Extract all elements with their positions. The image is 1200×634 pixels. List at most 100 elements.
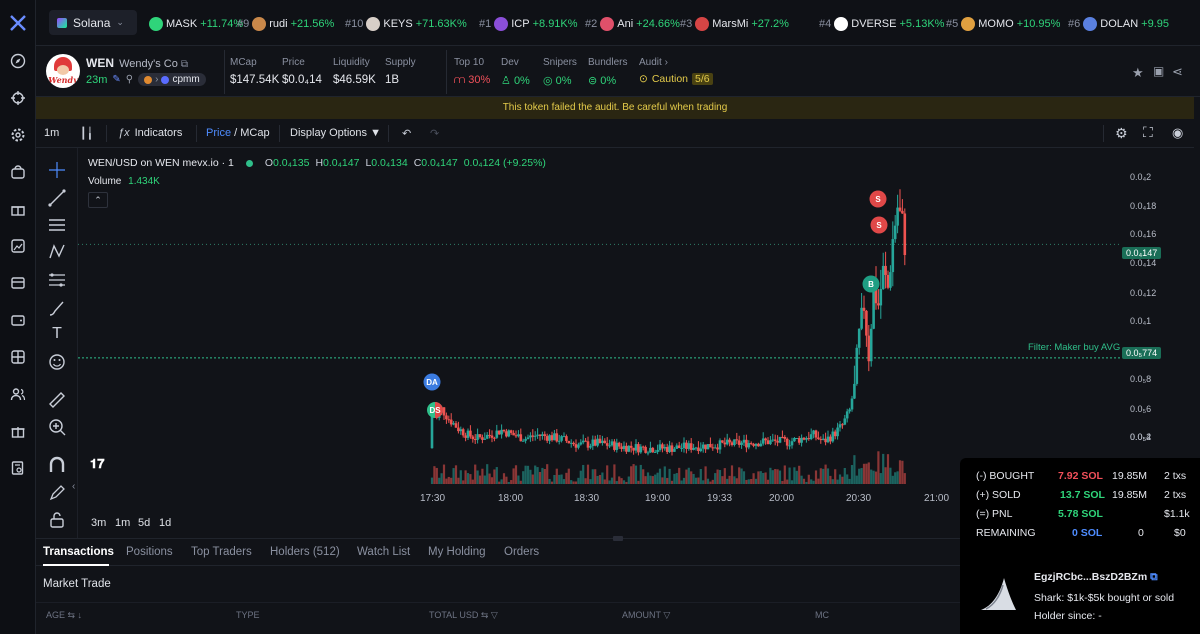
volume-bar — [891, 475, 894, 484]
pencil-lock-icon[interactable] — [47, 483, 67, 503]
volume-bar — [894, 472, 897, 484]
candle-body — [805, 438, 808, 440]
pin-icon[interactable]: ✎ — [112, 74, 121, 85]
volume-bar — [512, 468, 515, 484]
gift-icon[interactable] — [9, 200, 27, 218]
magnet-icon[interactable] — [47, 455, 67, 475]
candle-body — [627, 445, 631, 452]
tab-positions[interactable]: Positions — [126, 546, 173, 558]
gift-box-icon[interactable] — [9, 422, 27, 440]
chain-selector[interactable]: Solana ⌄ — [49, 10, 137, 35]
range-1d[interactable]: 1d — [159, 517, 172, 529]
volume-bar — [781, 480, 784, 484]
settings-icon[interactable]: ⚙ — [1115, 125, 1128, 141]
tab-holders-512[interactable]: Holders (512) — [270, 546, 340, 558]
tradingview-logo[interactable]: 𝟏𝟕 — [90, 456, 105, 471]
column-header[interactable]: MC — [815, 610, 829, 620]
range-5d[interactable]: 5d — [138, 517, 151, 529]
zoom-in-icon[interactable] — [47, 417, 67, 437]
candle-body — [836, 427, 839, 437]
x-logo-icon[interactable] — [9, 14, 27, 32]
column-header[interactable]: AGE ⇆ ↓ — [46, 610, 83, 620]
card-icon[interactable] — [9, 311, 27, 329]
ohlc-change: 0.0₄124 (+9.25%) — [463, 157, 546, 169]
collapse-left-icon[interactable]: ‹ — [72, 481, 76, 492]
volume-bar — [586, 464, 590, 484]
calendar-icon[interactable]: ▣ — [1153, 64, 1165, 78]
display-options-button[interactable]: Display Options ▼ — [290, 127, 381, 139]
star-icon[interactable]: ★ — [1132, 65, 1144, 80]
volume-bar — [524, 465, 527, 484]
audit-label[interactable]: Audit › — [639, 57, 668, 68]
grid-icon[interactable] — [9, 348, 27, 366]
candle-body — [478, 434, 482, 438]
emoji-icon[interactable] — [47, 352, 67, 372]
interval-button[interactable]: 1m — [44, 127, 60, 139]
tab-watch-list[interactable]: Watch List — [357, 546, 411, 558]
compass-icon[interactable] — [9, 52, 27, 70]
target-icon[interactable] — [9, 89, 27, 107]
price-mcap-toggle[interactable]: Price / MCap — [206, 127, 270, 139]
candle-body — [845, 411, 849, 419]
brush-icon[interactable] — [47, 298, 67, 318]
candle-body — [526, 437, 530, 439]
users-icon[interactable] — [9, 385, 27, 403]
trade-marker: DS — [427, 402, 443, 418]
candles-icon[interactable]: ┃╽ — [80, 128, 94, 140]
indicators-button[interactable]: ƒx Indicators — [118, 127, 183, 139]
search-icon[interactable]: ⚲ — [125, 74, 134, 85]
ticker-item[interactable]: #1 ICP +8.91K% — [479, 17, 578, 31]
candle-body — [620, 446, 623, 450]
ticker-item[interactable]: #6 DOLAN +9.95 — [1068, 17, 1169, 31]
column-header[interactable]: AMOUNT ▽ — [622, 610, 671, 620]
tab-transactions[interactable]: Transactions — [43, 546, 114, 558]
column-header[interactable]: TYPE — [236, 610, 260, 620]
crosshair-icon[interactable] — [47, 160, 67, 180]
pattern-icon[interactable] — [47, 242, 67, 262]
trend-line-icon[interactable] — [47, 188, 67, 208]
text-icon[interactable]: T — [52, 325, 62, 342]
tab-my-holding[interactable]: My Holding — [428, 546, 486, 558]
redo-icon[interactable]: ↷ — [430, 128, 440, 140]
volume-bar — [858, 468, 861, 484]
copy-icon[interactable]: ⧉ — [1150, 571, 1158, 583]
tab-orders[interactable]: Orders — [504, 546, 540, 558]
tab-top-traders[interactable]: Top Traders — [191, 546, 252, 558]
ticker-name: ICP — [511, 18, 530, 30]
share-icon[interactable]: ⋖ — [1172, 64, 1183, 79]
resize-handle[interactable] — [613, 536, 623, 541]
ticker-item[interactable]: #3 MarsMi +27.2% — [680, 17, 789, 31]
ticker-name: MASK — [166, 18, 198, 30]
collapse-legend-button[interactable]: ⌃ — [88, 192, 108, 208]
ticker-item[interactable]: #4 DVERSE +5.13K% — [819, 17, 944, 31]
image-icon[interactable] — [9, 237, 27, 255]
volume-bar — [872, 470, 875, 484]
range-3m[interactable]: 3m — [91, 517, 107, 529]
dev-label: Dev — [501, 57, 519, 68]
copy-icon[interactable]: ⧉ — [180, 59, 189, 70]
ticker-item[interactable]: #5 MOMO +10.95% — [946, 17, 1060, 31]
receipt-search-icon[interactable] — [9, 459, 27, 477]
candle-body — [812, 430, 815, 435]
column-header[interactable]: TOTAL USD ⇆ ▽ — [429, 610, 498, 620]
volume-bar — [836, 479, 839, 484]
range-1m[interactable]: 1m — [115, 517, 131, 529]
camera-icon[interactable]: ◉ — [1172, 125, 1184, 140]
ticker-item[interactable]: MASK +11.74% — [149, 17, 243, 31]
caution-badge[interactable]: ⊙ Caution 5/6 — [639, 73, 713, 85]
wallet-icon[interactable] — [9, 274, 27, 292]
fullscreen-icon[interactable]: ⛶ — [1143, 124, 1153, 140]
fib-icon[interactable] — [47, 270, 67, 290]
candle-body — [442, 407, 446, 416]
price-chart[interactable]: DA DS S S B WEN/USD on WEN mevx.io · 1 O 0.0₄… — [78, 148, 1120, 488]
ticker-item[interactable]: #10 KEYS +71.63K% — [345, 17, 467, 31]
lock-icon[interactable] — [47, 510, 67, 530]
undo-icon[interactable]: ↶ — [402, 128, 412, 140]
horizontal-lines-icon[interactable] — [47, 215, 67, 235]
bag-icon[interactable] — [9, 163, 27, 181]
gear-icon[interactable] — [9, 126, 27, 144]
ticker-item[interactable]: #9 rudi +21.56% — [237, 17, 334, 31]
wallet-address[interactable]: EgzjRCbc...BszD2BZm ⧉ — [1034, 571, 1158, 583]
ticker-item[interactable]: #2 Ani +24.66% — [585, 17, 680, 31]
ruler-icon[interactable] — [47, 390, 67, 410]
